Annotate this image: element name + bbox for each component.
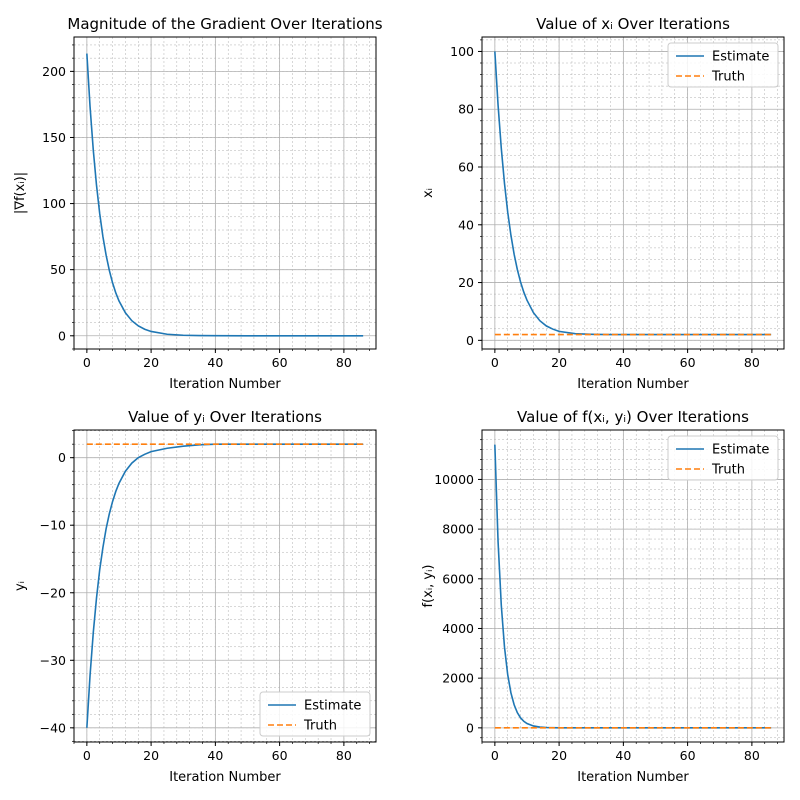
x-axis-label: Iteration Number: [169, 770, 281, 785]
legend-label-truth: Truth: [711, 463, 745, 478]
y-tick-label: −20: [40, 585, 66, 600]
plot-frame: [73, 36, 377, 350]
series-line-estimate: [494, 51, 772, 336]
chart-title: Value of f(xᵢ, yᵢ) Over Iterations: [517, 408, 749, 426]
x-tick-label: 0: [83, 748, 91, 763]
y-axis-label: yᵢ: [13, 581, 28, 591]
series-line-gradient-norm: [86, 53, 364, 337]
y-tick-label: 80: [458, 102, 474, 117]
y-tick-label: 0: [466, 720, 474, 735]
chart-panel-4: 0 20 40 60 80 0 2000 4000 6000 8000 10000 Value of …: [421, 408, 785, 785]
chart-title: Value of xᵢ Over Iterations: [536, 15, 730, 33]
y-tick-label: 6000: [442, 571, 474, 586]
x-tick-label: 40: [207, 355, 223, 370]
x-tick-label: 0: [491, 355, 499, 370]
y-tick-label: 100: [450, 44, 474, 59]
series-line-estimate: [494, 444, 772, 729]
legend-label-estimate: Estimate: [712, 443, 769, 458]
y-tick-label: 50: [50, 262, 66, 277]
x-tick-label: 60: [680, 355, 696, 370]
x-axis-label: Iteration Number: [169, 377, 281, 392]
y-tick-label: 0: [58, 450, 66, 465]
x-tick-label: 80: [744, 355, 760, 370]
x-tick-label: 80: [744, 748, 760, 763]
y-axis-label: xᵢ: [421, 188, 436, 198]
x-tick-label: 20: [551, 355, 567, 370]
x-tick-label: 20: [143, 748, 159, 763]
x-tick-label: 80: [336, 748, 352, 763]
y-tick-label: 8000: [442, 522, 474, 537]
grid: [72, 37, 376, 351]
y-tick-label: 0: [58, 328, 66, 343]
plot-frame: [481, 36, 785, 350]
y-tick-label: 4000: [442, 621, 474, 636]
x-tick-label: 40: [207, 748, 223, 763]
legend-label-truth: Truth: [303, 719, 337, 734]
y-tick-label: −30: [40, 653, 66, 668]
x-axis-label: Iteration Number: [577, 377, 689, 392]
y-tick-label: 0: [466, 333, 474, 348]
y-tick-label: 60: [458, 160, 474, 175]
y-axis-label: f(xᵢ, yᵢ): [421, 564, 436, 607]
x-tick-label: 60: [272, 355, 288, 370]
x-tick-label: 20: [143, 355, 159, 370]
chart-panel-3: 0 20 40 60 80 −40 −30 −20 −10 0 Value of yᵢ Over I…: [13, 408, 377, 785]
chart-panel-1: 0 20 40 60 80 0 50 100 150 200 Magnitude of the Gr…: [13, 15, 383, 392]
y-tick-label: 40: [458, 217, 474, 232]
y-tick-label: 2000: [442, 671, 474, 686]
x-tick-label: 40: [615, 748, 631, 763]
plot-frame: [481, 429, 785, 743]
chart-panel-2: 0 20 40 60 80 0 20 40 60 80 100 Value of xᵢ Over It…: [421, 15, 785, 392]
x-tick-label: 0: [491, 748, 499, 763]
legend: Estimate Truth: [667, 435, 779, 481]
y-tick-label: −10: [40, 518, 66, 533]
y-tick-label: 200: [42, 64, 66, 79]
series-line-estimate: [86, 443, 364, 728]
y-tick-label: 10000: [434, 472, 474, 487]
y-tick-label: −40: [40, 720, 66, 735]
x-tick-label: 40: [615, 355, 631, 370]
plot-frame: [73, 429, 377, 743]
y-axis-label: |∇f(xᵢ)|: [13, 172, 28, 214]
grid: [72, 430, 376, 744]
chart-title: Value of yᵢ Over Iterations: [128, 408, 322, 426]
y-tick-label: 100: [42, 196, 66, 211]
x-tick-label: 0: [83, 355, 91, 370]
legend-label-estimate: Estimate: [304, 699, 361, 714]
chart-title: Magnitude of the Gradient Over Iteration…: [67, 15, 382, 33]
legend: Estimate Truth: [667, 42, 779, 88]
legend-label-truth: Truth: [711, 70, 745, 85]
y-tick-label: 150: [42, 130, 66, 145]
x-tick-label: 80: [336, 355, 352, 370]
x-tick-label: 20: [551, 748, 567, 763]
grid: [480, 37, 784, 351]
x-tick-label: 60: [680, 748, 696, 763]
legend: Estimate Truth: [259, 691, 371, 737]
x-axis-label: Iteration Number: [577, 770, 689, 785]
x-tick-label: 60: [272, 748, 288, 763]
y-tick-label: 20: [458, 275, 474, 290]
legend-label-estimate: Estimate: [712, 50, 769, 65]
